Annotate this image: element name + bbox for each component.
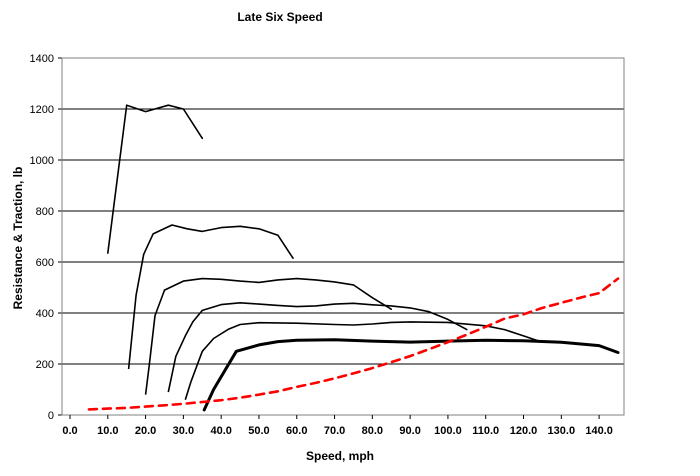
axes xyxy=(58,57,625,419)
traction-line-3 xyxy=(163,277,392,310)
traction-line-5 xyxy=(212,321,544,344)
x-tick-label: 60.0 xyxy=(286,425,307,437)
chart-title: Late Six Speed xyxy=(237,10,323,24)
traction-line-2 xyxy=(142,224,294,259)
x-tick-label: 30.0 xyxy=(173,425,194,437)
y-tick-label: 400 xyxy=(36,308,54,320)
traction-line-6 xyxy=(202,338,620,412)
x-tick-label: 0.0 xyxy=(62,425,77,437)
x-tick-label: 70.0 xyxy=(324,425,345,437)
x-tick-label: 100.0 xyxy=(434,425,462,437)
y-tick-label: 1200 xyxy=(30,104,54,116)
tick-labels: 0 200 400 600 800 1000 1200 1400 0.0 10.0 20.0 30.0… xyxy=(30,53,613,437)
x-tick-label: 140.0 xyxy=(585,425,613,437)
gear-rise-line xyxy=(167,321,194,393)
series-lines xyxy=(87,104,620,412)
gear-rise-line xyxy=(127,254,145,370)
x-tick-label: 130.0 xyxy=(548,425,576,437)
y-tick-label: 200 xyxy=(36,359,54,371)
x-tick-label: 10.0 xyxy=(97,425,118,437)
y-tick-label: 800 xyxy=(36,206,54,218)
x-axis-label: Speed, mph xyxy=(305,449,375,463)
x-tick-label: 90.0 xyxy=(399,425,420,437)
y-tick-label: 1400 xyxy=(30,53,54,65)
gear-rise-line xyxy=(184,337,215,400)
gear-rise-line xyxy=(144,289,166,395)
resistance-line xyxy=(87,277,620,411)
traction-line-4 xyxy=(192,302,468,331)
x-tick-label: 20.0 xyxy=(135,425,156,437)
x-tick-label: 50.0 xyxy=(248,425,269,437)
x-tick-label: 110.0 xyxy=(472,425,499,437)
y-tick-label: 600 xyxy=(36,257,54,269)
plot-frame xyxy=(61,57,625,416)
y-tick-label: 1000 xyxy=(30,155,54,167)
traction-line-1 xyxy=(107,104,204,254)
y-tick-label: 0 xyxy=(48,410,54,422)
x-tick-label: 80.0 xyxy=(362,425,383,437)
x-tick-label: 40.0 xyxy=(210,425,231,437)
grid-lines xyxy=(62,57,624,365)
x-tick-label: 120.0 xyxy=(510,425,538,437)
